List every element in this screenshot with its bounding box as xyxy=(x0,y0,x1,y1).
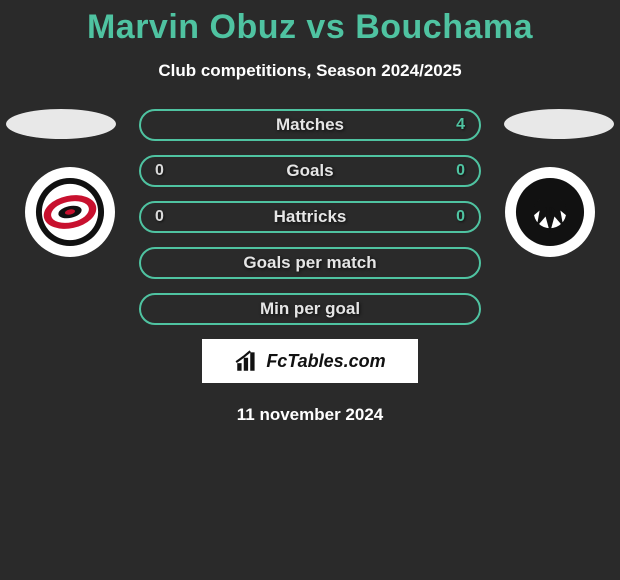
brand-text: FcTables.com xyxy=(266,351,385,372)
club-badge-left xyxy=(25,167,115,257)
date-text: 11 november 2024 xyxy=(0,405,620,425)
page-title: Marvin Obuz vs Bouchama xyxy=(0,8,620,47)
eagle-crest-icon: P xyxy=(513,175,587,249)
brand-box[interactable]: FcTables.com xyxy=(202,339,418,383)
stat-row-goals-per-match: Goals per match xyxy=(139,247,481,279)
svg-text:P: P xyxy=(545,204,554,220)
hurricane-style-icon xyxy=(33,175,107,249)
bar-chart-icon xyxy=(234,348,260,374)
stat-left-value: 0 xyxy=(155,208,173,226)
stat-label: Min per goal xyxy=(260,299,360,319)
stat-row-goals: 0 Goals 0 xyxy=(139,155,481,187)
stat-label: Goals per match xyxy=(243,253,376,273)
stat-label: Matches xyxy=(276,115,344,135)
stat-right-value: 0 xyxy=(447,162,465,180)
stat-row-hattricks: 0 Hattricks 0 xyxy=(139,201,481,233)
player-name-pill-left xyxy=(6,109,116,139)
stat-right-value: 4 xyxy=(447,116,465,134)
stat-right-value: 0 xyxy=(447,208,465,226)
stat-left-value: 0 xyxy=(155,162,173,180)
page-subtitle: Club competitions, Season 2024/2025 xyxy=(0,61,620,81)
stat-label: Hattricks xyxy=(274,207,347,227)
stat-row-min-per-goal: Min per goal xyxy=(139,293,481,325)
comparison-card: Marvin Obuz vs Bouchama Club competition… xyxy=(0,0,620,580)
stat-label: Goals xyxy=(286,161,333,181)
club-badge-right: P xyxy=(505,167,595,257)
stat-rows: Matches 4 0 Goals 0 0 Hattricks 0 Goals … xyxy=(139,109,481,325)
stats-area: P Matches 4 0 Goals 0 0 Hattricks 0 Goa xyxy=(0,109,620,425)
stat-row-matches: Matches 4 xyxy=(139,109,481,141)
player-name-pill-right xyxy=(504,109,614,139)
